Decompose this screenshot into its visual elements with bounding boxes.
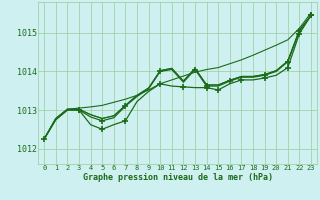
- X-axis label: Graphe pression niveau de la mer (hPa): Graphe pression niveau de la mer (hPa): [83, 173, 273, 182]
